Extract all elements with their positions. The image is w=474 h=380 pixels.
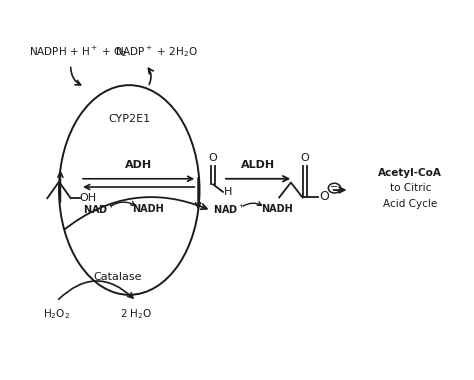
- Text: NADP$^+$ + 2H$_2$O: NADP$^+$ + 2H$_2$O: [115, 44, 198, 59]
- Text: NAD$^+$: NAD$^+$: [213, 203, 245, 216]
- Text: O: O: [301, 153, 310, 163]
- Text: OH: OH: [79, 193, 96, 203]
- Text: −: −: [330, 182, 338, 192]
- Text: H: H: [224, 187, 233, 197]
- Text: Acid Cycle: Acid Cycle: [383, 199, 438, 209]
- Text: 2 H$_2$O: 2 H$_2$O: [120, 307, 153, 321]
- Text: NADPH + H$^+$ + O$_2$: NADPH + H$^+$ + O$_2$: [28, 44, 127, 59]
- Text: Acetyl-CoA: Acetyl-CoA: [378, 168, 442, 178]
- Text: H$_2$O$_2$: H$_2$O$_2$: [43, 307, 70, 321]
- Text: NADH: NADH: [261, 204, 292, 214]
- Text: CYP2E1: CYP2E1: [108, 114, 150, 124]
- Text: NADH: NADH: [132, 204, 164, 214]
- Text: Catalase: Catalase: [93, 272, 142, 282]
- Text: to Citric: to Citric: [390, 183, 431, 193]
- Text: ALDH: ALDH: [241, 160, 275, 169]
- Text: O: O: [209, 153, 218, 163]
- Text: ADH: ADH: [125, 160, 152, 169]
- Text: NAD$^+$: NAD$^+$: [83, 203, 115, 216]
- Text: O: O: [319, 190, 329, 203]
